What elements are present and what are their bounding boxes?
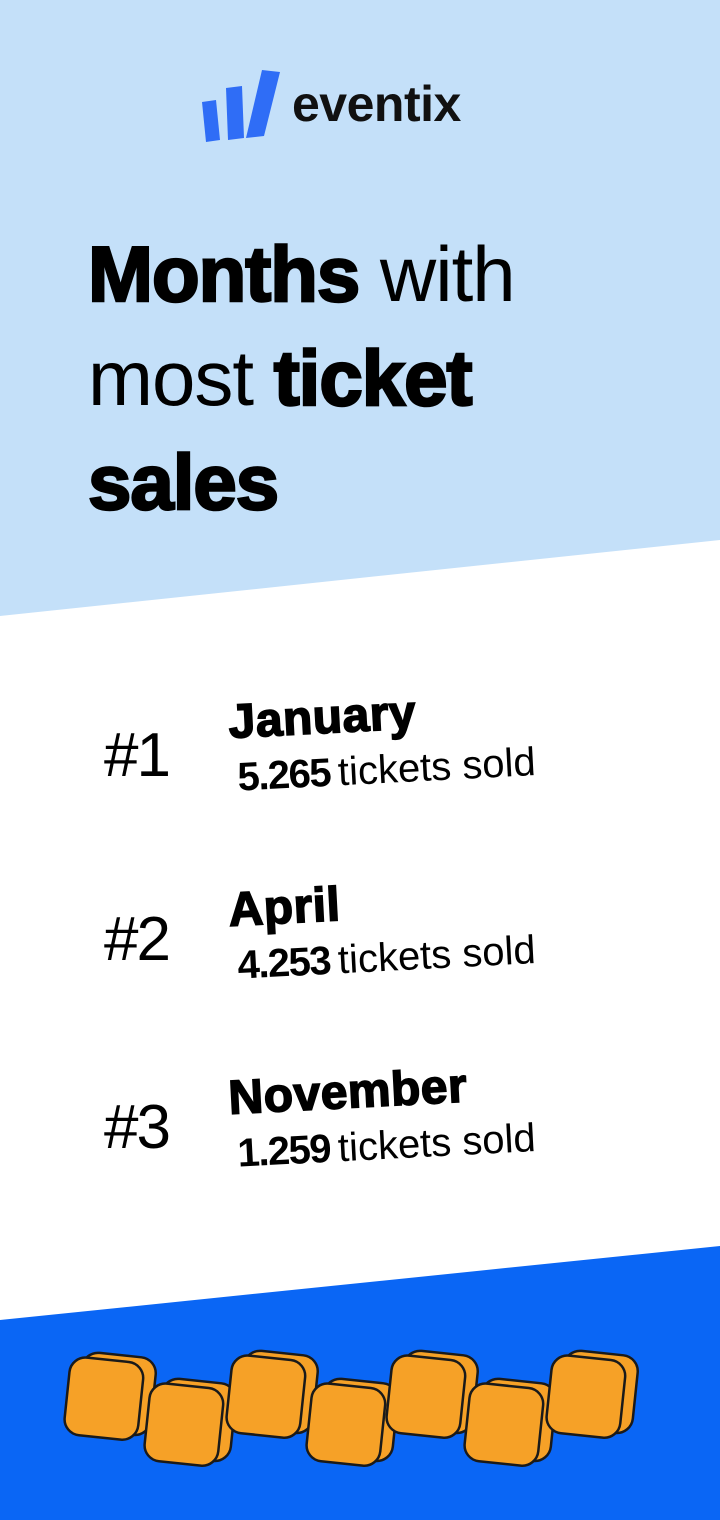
ranking-item-3: #3 November 1.259 tickets sold bbox=[0, 1059, 720, 1202]
tickets-sold-line: 4.253 tickets sold bbox=[236, 926, 537, 990]
rank-number: #3 bbox=[104, 1093, 171, 1162]
headline-part-3: most bbox=[88, 334, 274, 422]
headline-part-5: sales bbox=[87, 437, 281, 528]
page-title: Months with most ticket sales bbox=[87, 222, 688, 534]
ticket-stub-icon bbox=[545, 1349, 639, 1439]
headline-part-1: Months bbox=[87, 229, 362, 320]
ticket-stub-icon bbox=[143, 1377, 237, 1467]
ticket-stub-icon bbox=[225, 1349, 319, 1439]
rank-details: January 5.265 tickets sold bbox=[226, 680, 537, 802]
rank-number: #2 bbox=[104, 905, 171, 974]
tickets-sold-label: tickets sold bbox=[336, 1116, 537, 1171]
top-light-blue-band bbox=[0, 0, 720, 616]
rank-details: November 1.259 tickets sold bbox=[226, 1056, 537, 1178]
ranking-item-2: #2 April 4.253 tickets sold bbox=[0, 877, 720, 1018]
ticket-count: 4.253 bbox=[236, 938, 332, 988]
rank-details: April 4.253 tickets sold bbox=[226, 868, 537, 990]
ticket-stub-icon bbox=[385, 1349, 479, 1439]
brand-name: eventix bbox=[292, 76, 461, 132]
ticket-stub-icon bbox=[63, 1351, 157, 1441]
headline-part-4: ticket bbox=[272, 333, 473, 424]
logo-bar-3 bbox=[246, 70, 280, 138]
tickets-sold-label: tickets sold bbox=[336, 928, 537, 983]
tickets-sold-line: 5.265 tickets sold bbox=[236, 738, 537, 802]
ticket-count: 5.265 bbox=[236, 750, 332, 800]
eventix-logo: eventix bbox=[196, 64, 461, 144]
ticket-stub-icon bbox=[305, 1377, 399, 1467]
rank-number: #1 bbox=[104, 721, 171, 790]
ticket-stub-icon bbox=[463, 1377, 557, 1467]
ranking-item-1: #1 January 5.265 tickets sold bbox=[0, 685, 720, 830]
tickets-sold-label: tickets sold bbox=[336, 740, 537, 795]
logo-bar-2 bbox=[226, 86, 244, 140]
ticket-count: 1.259 bbox=[236, 1126, 332, 1176]
bar-chart-logo-icon bbox=[202, 70, 280, 142]
logo-bar-1 bbox=[202, 100, 220, 142]
ticket-stubs-decoration bbox=[63, 1349, 639, 1467]
headline-part-2: with bbox=[359, 230, 516, 318]
tickets-sold-line: 1.259 tickets sold bbox=[236, 1114, 537, 1178]
